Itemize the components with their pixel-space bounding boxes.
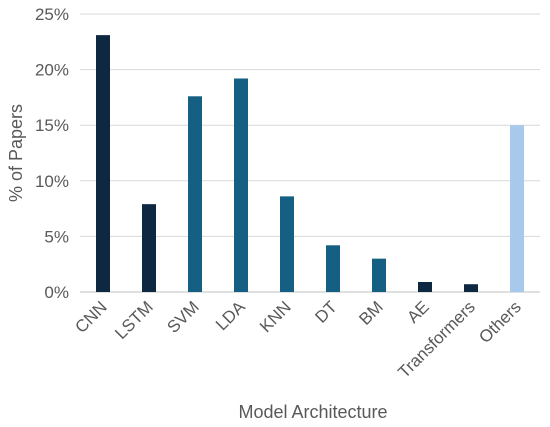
bar-bm	[372, 258, 386, 292]
x-axis-title: Model Architecture	[238, 402, 387, 422]
bar-lstm	[142, 204, 156, 292]
x-tick-label: Others	[475, 297, 525, 347]
x-tick-label: DT	[311, 297, 340, 326]
x-tick-label: BM	[355, 297, 386, 328]
x-tick-label: AE	[403, 297, 432, 326]
y-axis-ticks: 0% 5% 10% 15% 20% 25%	[35, 5, 69, 302]
bars	[96, 35, 524, 293]
bar-ae	[418, 281, 432, 292]
gridlines	[80, 13, 540, 293]
y-tick-label: 5%	[44, 227, 69, 246]
x-tick-label: SVM	[163, 297, 202, 336]
y-tick-label: 20%	[35, 61, 69, 80]
y-tick-label: 10%	[35, 172, 69, 191]
bar-cnn	[96, 35, 110, 293]
x-tick-label: CNN	[71, 297, 110, 336]
x-tick-label: KNN	[256, 297, 295, 336]
x-tick-label: LSTM	[111, 297, 156, 342]
bar-others	[510, 125, 524, 292]
bar-svm	[188, 96, 202, 293]
y-axis-title: % of Papers	[6, 104, 26, 202]
x-tick-label: LDA	[212, 297, 249, 334]
y-tick-label: 0%	[44, 283, 69, 302]
bar-dt	[326, 245, 340, 292]
y-tick-label: 25%	[35, 5, 69, 24]
bar-lda	[234, 78, 248, 292]
y-tick-label: 15%	[35, 116, 69, 135]
bar-transformers	[464, 284, 478, 292]
bar-knn	[280, 196, 294, 292]
